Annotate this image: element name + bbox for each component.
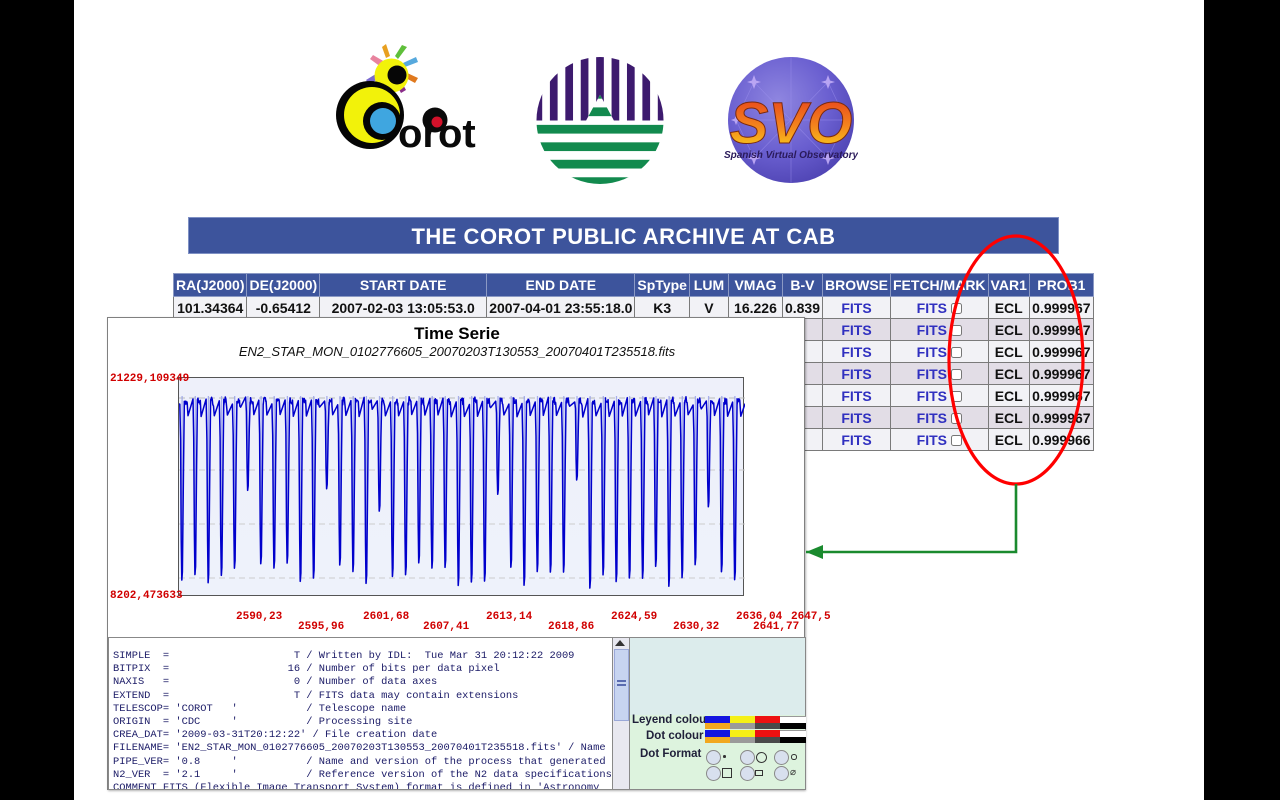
svg-text:Spanish Virtual Observatory: Spanish Virtual Observatory — [724, 150, 858, 161]
svg-text:SVO: SVO — [730, 91, 853, 156]
